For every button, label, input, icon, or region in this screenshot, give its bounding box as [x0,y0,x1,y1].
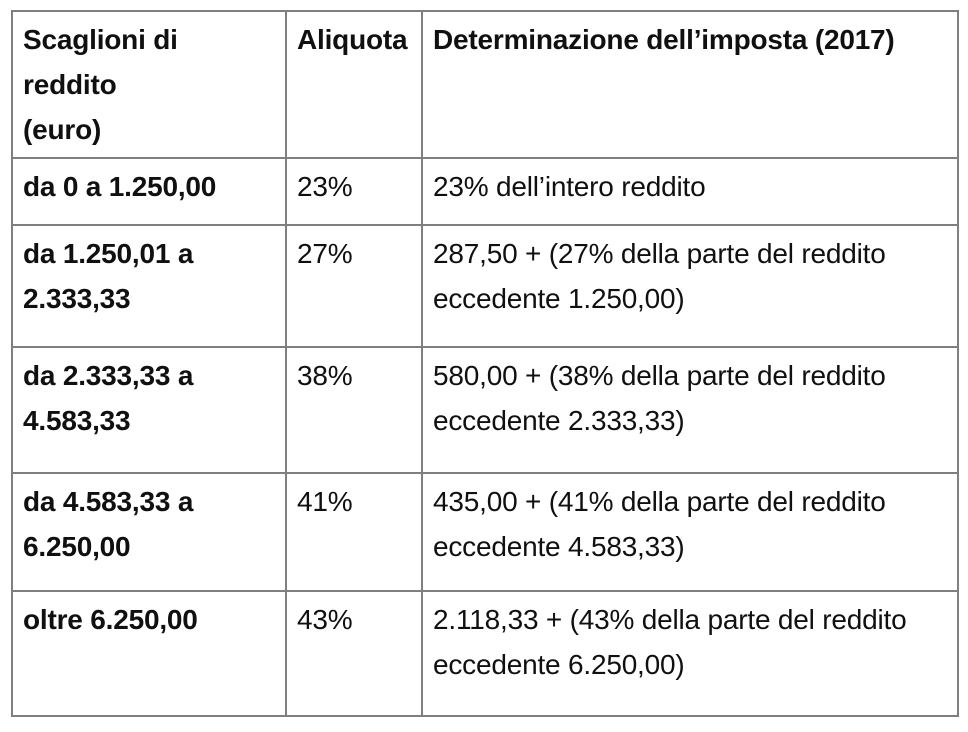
bracket-cell: oltre 6.250,00 [11,590,287,717]
rate-cell: 38% [285,346,423,474]
formula-cell: 435,00 + (41% della parte del reddito ec… [421,472,959,592]
table-header-row: Scaglioni di reddito (euro) Aliquota Det… [11,10,959,159]
table-row: da 4.583,33 a 6.250,00 41% 435,00 + (41%… [11,472,959,592]
bracket-cell: da 0 a 1.250,00 [11,157,287,226]
column-header-rate: Aliquota [285,10,423,159]
rate-cell: 27% [285,224,423,348]
bracket-cell: da 2.333,33 a 4.583,33 [11,346,287,474]
rate-cell: 23% [285,157,423,226]
table-row: da 2.333,33 a 4.583,33 38% 580,00 + (38%… [11,346,959,474]
formula-cell: 23% dell’intero reddito [421,157,959,226]
tax-brackets-table: Scaglioni di reddito (euro) Aliquota Det… [11,10,959,717]
rate-cell: 41% [285,472,423,592]
formula-cell: 2.118,33 + (43% della parte del reddito … [421,590,959,717]
rate-cell: 43% [285,590,423,717]
table-row: da 0 a 1.250,00 23% 23% dell’intero redd… [11,157,959,226]
table-row: oltre 6.250,00 43% 2.118,33 + (43% della… [11,590,959,717]
table-row: da 1.250,01 a 2.333,33 27% 287,50 + (27%… [11,224,959,348]
column-header-tax-determination: Determinazione dell’imposta (2017) [421,10,959,159]
formula-cell: 287,50 + (27% della parte del reddito ec… [421,224,959,348]
formula-cell: 580,00 + (38% della parte del reddito ec… [421,346,959,474]
column-header-income-brackets: Scaglioni di reddito (euro) [11,10,287,159]
bracket-cell: da 4.583,33 a 6.250,00 [11,472,287,592]
bracket-cell: da 1.250,01 a 2.333,33 [11,224,287,348]
